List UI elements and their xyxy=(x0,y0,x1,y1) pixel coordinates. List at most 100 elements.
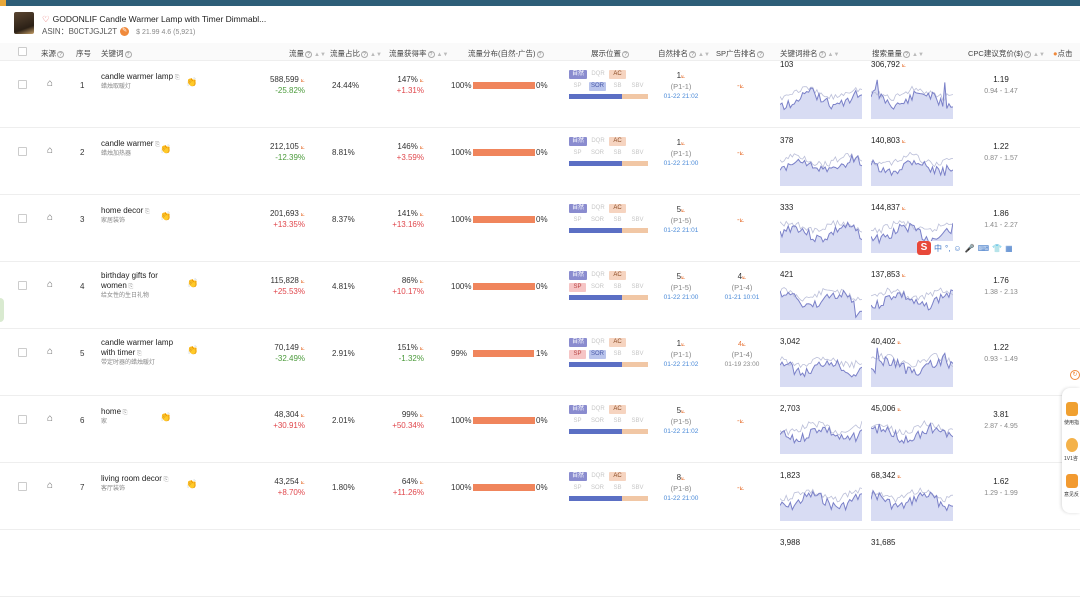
copy-icon[interactable]: ⎘ xyxy=(135,351,142,357)
search-volume-trend[interactable] xyxy=(871,280,953,320)
col-search-volume[interactable]: 搜索量量? ▲▼ xyxy=(872,49,924,58)
chart-icon[interactable]: ⟀ xyxy=(899,62,907,69)
kw-rank-trend[interactable] xyxy=(780,481,862,521)
copy-icon[interactable]: ⎘ xyxy=(153,142,160,148)
keyword-cell[interactable]: birthday gifts for women ⎘ 给女性的生日礼物 xyxy=(101,271,181,300)
chart-icon[interactable]: ⟀ xyxy=(298,479,305,486)
chart-icon[interactable]: ⟀ xyxy=(899,138,907,145)
kw-rank-trend[interactable] xyxy=(780,146,862,186)
consult-label[interactable]: 1V1咨 xyxy=(1064,456,1078,462)
chart-icon[interactable]: ⟀ xyxy=(739,148,745,157)
keyword-cell[interactable]: home ⎘ 家 xyxy=(101,407,181,426)
tag-icon[interactable]: ⌂ xyxy=(47,413,54,424)
chart-icon[interactable]: ⟀ xyxy=(298,278,305,285)
tag-icon[interactable]: ⌂ xyxy=(47,78,54,89)
row-checkbox[interactable] xyxy=(18,214,27,223)
chart-icon[interactable]: ⟀ xyxy=(298,345,305,352)
product-title-text[interactable]: GODONLIF Candle Warmer Lamp with Timer D… xyxy=(52,14,267,24)
chart-icon[interactable]: ⟀ xyxy=(899,272,907,279)
product-thumbnail[interactable] xyxy=(14,12,34,34)
keyword-cell[interactable]: candle warmer ⎘ 蜡烛加热器 xyxy=(101,139,181,158)
amazon-choice-icon[interactable]: 👏 xyxy=(187,278,199,288)
keyword-text[interactable]: home decor xyxy=(101,206,144,215)
copy-icon[interactable]: ⎘ xyxy=(143,209,150,215)
chart-icon[interactable]: ⟀ xyxy=(417,77,424,84)
chart-icon[interactable]: ⟀ xyxy=(739,81,745,90)
col-traffic[interactable]: 流量? ▲▼ xyxy=(289,49,326,58)
chart-icon[interactable]: ⟀ xyxy=(681,475,686,482)
chart-icon[interactable]: ⟀ xyxy=(895,473,902,480)
tag-icon[interactable]: ⌂ xyxy=(47,480,54,491)
refresh-icon[interactable]: ↻ xyxy=(1070,370,1080,380)
search-volume-trend[interactable] xyxy=(871,347,953,387)
chart-icon[interactable]: ⟀ xyxy=(681,140,686,147)
chart-icon[interactable]: ⟀ xyxy=(298,412,305,419)
chart-icon[interactable]: ⟀ xyxy=(417,479,424,486)
feedback-icon[interactable] xyxy=(1066,474,1078,488)
amazon-choice-icon[interactable]: 👏 xyxy=(160,144,172,154)
col-click[interactable]: ●点击 xyxy=(1053,49,1073,58)
kw-rank-trend[interactable] xyxy=(780,213,862,253)
amazon-choice-icon[interactable]: 👏 xyxy=(160,211,172,221)
chart-icon[interactable]: ⟀ xyxy=(417,211,424,218)
chart-icon[interactable]: ⟀ xyxy=(298,211,305,218)
kw-rank-trend[interactable] xyxy=(780,414,862,454)
search-volume-trend[interactable] xyxy=(871,146,953,186)
heart-icon[interactable]: ♡ xyxy=(42,14,50,24)
keyword-text[interactable]: candle warmer xyxy=(101,139,154,148)
row-checkbox[interactable] xyxy=(18,281,27,290)
amazon-choice-icon[interactable]: 👏 xyxy=(186,479,198,489)
keyword-cell[interactable]: home decor ⎘ 家居装饰 xyxy=(101,206,181,225)
ime-toolbar[interactable]: S 中 °, ☺ 🎤 ⌨ 👕 ▦ xyxy=(917,241,1013,255)
chart-icon[interactable]: ⟀ xyxy=(417,278,424,285)
copy-icon[interactable]: ⎘ xyxy=(126,284,134,290)
keyword-text[interactable]: birthday gifts for women xyxy=(101,271,158,290)
keyword-text[interactable]: candle warmer lamp with timer xyxy=(101,338,174,357)
chart-icon[interactable]: ⟀ xyxy=(742,274,747,281)
select-all-checkbox[interactable] xyxy=(18,47,27,56)
kw-rank-trend[interactable] xyxy=(780,347,862,387)
chart-icon[interactable]: ⟀ xyxy=(739,416,745,425)
kw-rank-trend[interactable] xyxy=(780,280,862,320)
keyword-text[interactable]: home xyxy=(101,407,122,416)
search-volume-trend[interactable] xyxy=(871,414,953,454)
chart-icon[interactable]: ⟀ xyxy=(899,205,907,212)
keyword-cell[interactable]: living room decor ⎘ 客厅装饰 xyxy=(101,474,181,493)
tag-icon[interactable]: ⌂ xyxy=(47,145,54,156)
chart-icon[interactable]: ⟀ xyxy=(681,341,686,348)
col-sp-rank[interactable]: SP广告排名? xyxy=(716,48,765,59)
guide-icon[interactable] xyxy=(1066,402,1078,416)
chart-icon[interactable]: ⟀ xyxy=(681,73,686,80)
chart-icon[interactable]: ⟀ xyxy=(895,406,902,413)
amazon-choice-icon[interactable]: 👏 xyxy=(187,345,199,355)
chart-icon[interactable]: ⟀ xyxy=(681,207,686,214)
search-volume-trend[interactable] xyxy=(871,481,953,521)
chart-icon[interactable]: ⟀ xyxy=(681,274,686,281)
row-checkbox[interactable] xyxy=(18,348,27,357)
chart-icon[interactable]: ⟀ xyxy=(895,339,902,346)
copy-icon[interactable]: ⎘ xyxy=(173,75,180,81)
col-traffic-rate[interactable]: 流量获得率? ▲▼ xyxy=(389,49,449,58)
keyword-text[interactable]: living room decor xyxy=(101,474,162,483)
chart-icon[interactable]: ⟀ xyxy=(298,144,305,151)
copy-icon[interactable]: ⎘ xyxy=(121,410,128,416)
left-edge-tab[interactable] xyxy=(0,298,4,322)
chart-icon[interactable]: ⟀ xyxy=(739,483,745,492)
chart-icon[interactable]: ⟀ xyxy=(741,341,747,348)
col-traffic-share[interactable]: 流量占比? ▲▼ xyxy=(330,49,382,58)
consult-icon[interactable] xyxy=(1066,438,1078,452)
keyword-text[interactable]: candle warmer lamp xyxy=(101,72,174,81)
search-volume-trend[interactable] xyxy=(871,79,953,119)
chart-icon[interactable]: ⟀ xyxy=(681,408,686,415)
tag-icon[interactable]: ⌂ xyxy=(47,346,54,357)
tag-icon[interactable]: ⌂ xyxy=(47,212,54,223)
col-kw-trend[interactable]: 关键词排名? ▲▼ xyxy=(780,49,840,58)
amazon-choice-icon[interactable]: 👏 xyxy=(160,412,172,422)
tag-icon[interactable]: ⌂ xyxy=(47,279,54,290)
chart-icon[interactable]: ⟀ xyxy=(417,144,424,151)
chart-icon[interactable]: ⟀ xyxy=(298,77,305,84)
chart-icon[interactable]: ⟀ xyxy=(417,345,424,352)
row-checkbox[interactable] xyxy=(18,415,27,424)
chart-icon[interactable]: ⟀ xyxy=(739,215,745,224)
col-natural-rank[interactable]: 自然排名? ▲▼ xyxy=(658,49,710,58)
